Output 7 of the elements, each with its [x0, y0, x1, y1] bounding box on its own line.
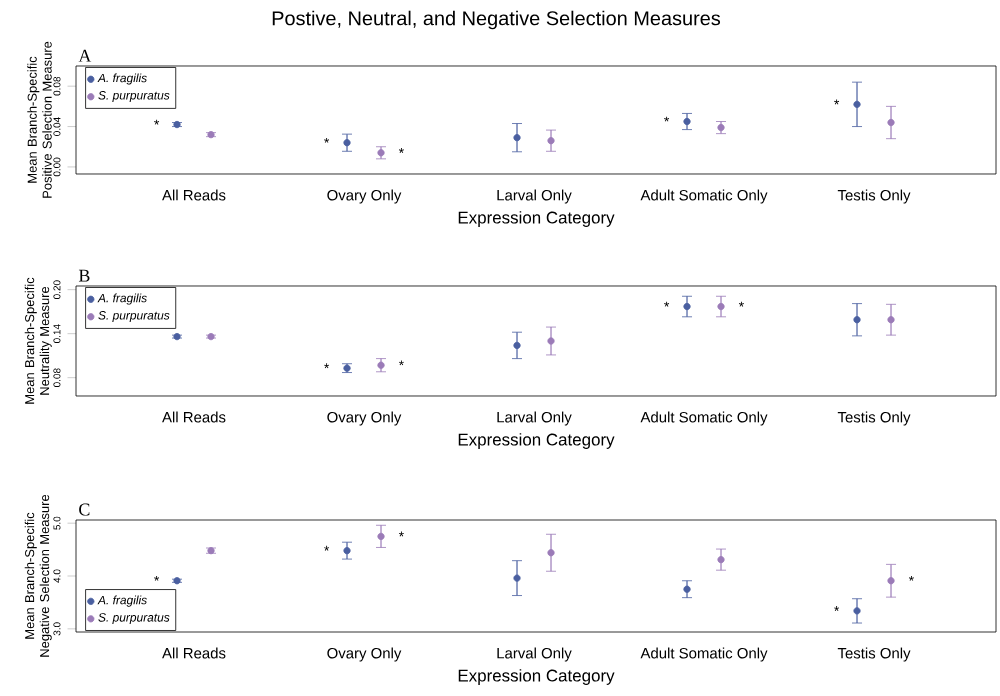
text: C [79, 503, 90, 516]
x-axis-title: Expression Category [458, 669, 615, 685]
x-axis-title: Expression Category [458, 433, 615, 449]
x-axis-title: Expression Category [458, 211, 615, 227]
text: B [78, 269, 90, 282]
text: A [78, 49, 92, 62]
chart-title: Postive, Neutral, and Negative Selection Measures [272, 10, 721, 30]
